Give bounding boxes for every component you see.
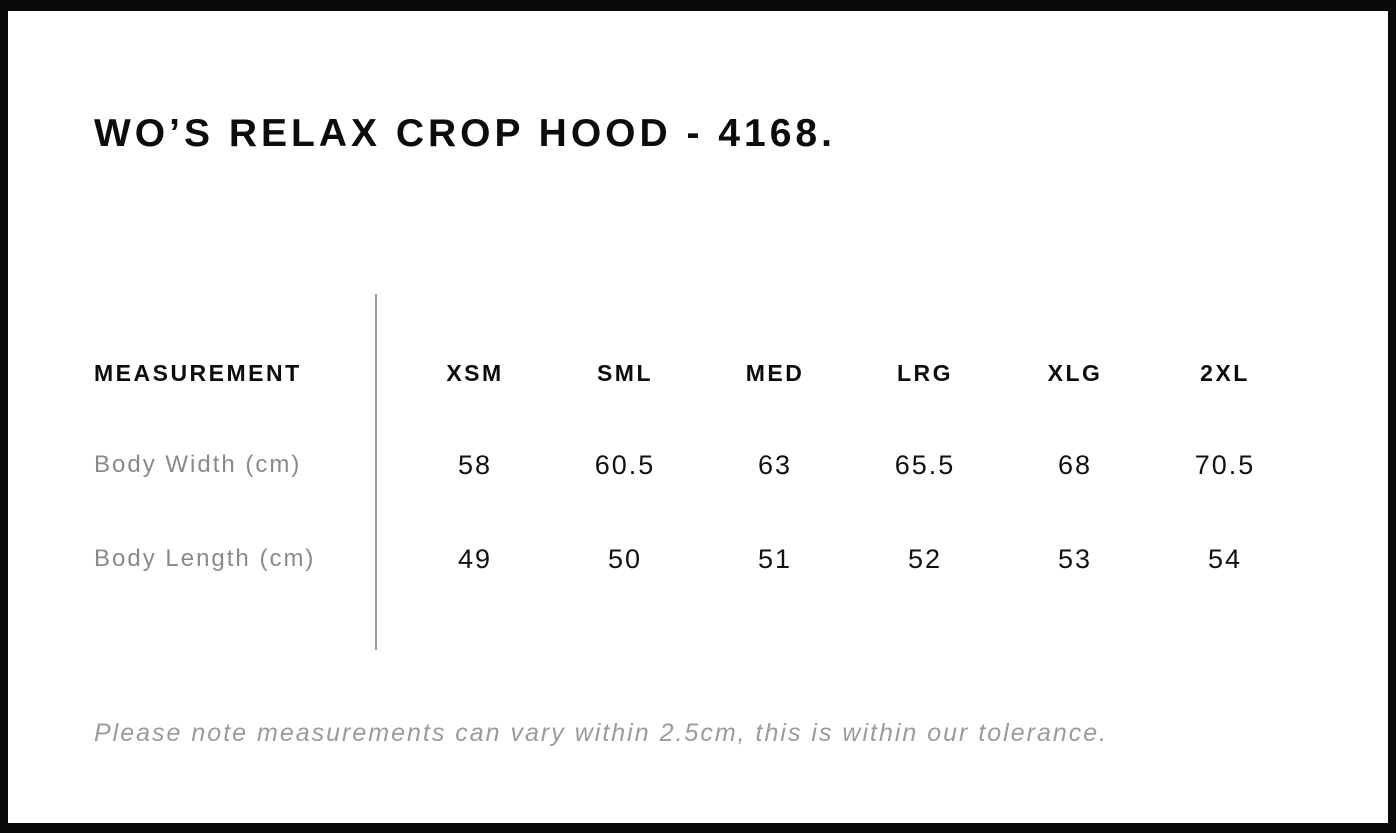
table-cell: 50 xyxy=(607,544,643,574)
table-divider-line xyxy=(375,294,377,650)
tolerance-note: Please note measurements can vary within… xyxy=(94,719,1109,747)
table-cell: 68 xyxy=(1057,450,1093,480)
size-table: MEASUREMENT XSM SML MED LRG XLG 2XL Body… xyxy=(94,288,1300,650)
size-header-2xl: 2XL xyxy=(1200,360,1250,386)
row-label-body-width: Body Width (cm) xyxy=(94,451,302,478)
table-row-body-width: Body Width (cm) 58 60.5 63 65.5 68 70.5 xyxy=(94,450,1300,480)
table-cell: 49 xyxy=(457,544,493,574)
row-label-body-length: Body Length (cm) xyxy=(94,545,316,572)
table-cell: 60.5 xyxy=(594,450,656,480)
table-cell: 65.5 xyxy=(894,450,956,480)
page-title: WO’S RELAX CROP HOOD - 4168. xyxy=(94,112,836,155)
size-header-xlg: XLG xyxy=(1047,360,1103,386)
size-header-xsm: XSM xyxy=(446,360,504,386)
table-cell: 63 xyxy=(757,450,793,480)
table-cell: 70.5 xyxy=(1194,450,1256,480)
measurement-column-header: MEASUREMENT xyxy=(94,360,302,386)
table-cell: 51 xyxy=(757,544,793,574)
table-cell: 54 xyxy=(1207,544,1243,574)
size-header-lrg: LRG xyxy=(896,360,954,386)
table-cell: 53 xyxy=(1057,544,1093,574)
size-header-med: MED xyxy=(745,360,805,386)
table-cell: 52 xyxy=(907,544,943,574)
table-row-body-length: Body Length (cm) 49 50 51 52 53 54 xyxy=(94,544,1300,574)
table-header-row: MEASUREMENT XSM SML MED LRG XLG 2XL xyxy=(94,358,1300,388)
size-header-sml: SML xyxy=(596,360,654,386)
table-cell: 58 xyxy=(457,450,493,480)
